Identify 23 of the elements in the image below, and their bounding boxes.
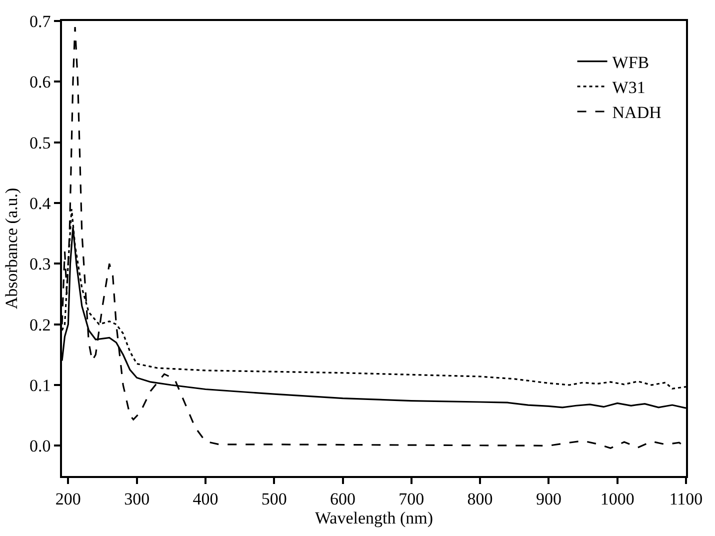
y-tick-label: 0.4 [29,194,52,213]
x-tick-label: 500 [261,489,287,508]
legend-label: WFB [612,52,650,72]
y-tick-label: 0.1 [29,376,51,395]
x-tick-label: 200 [55,489,81,508]
x-tick-label: 900 [536,489,562,508]
y-tick-label: 0.7 [29,12,52,31]
x-tick-label: 600 [330,489,356,508]
x-tick-label: 700 [398,489,424,508]
y-tick-label: 0.0 [29,436,51,456]
x-axis-title: Wavelength (nm) [314,508,434,528]
y-tick-label: 0.5 [29,133,51,152]
x-tick-label: 400 [192,489,218,508]
x-tick-label: 800 [467,489,493,508]
y-axis-title: Absorbance (a.u.) [2,188,22,310]
y-tick-label: 0.2 [29,315,51,334]
x-tick-label: 1000 [600,489,634,508]
legend-label: NADH [612,103,662,122]
x-tick-label: 300 [124,489,150,508]
y-tick-label: 0.3 [29,254,51,274]
y-tick-label: 0.6 [29,72,51,92]
legend-label: W31 [612,78,646,98]
x-tick-label: 1100 [669,489,703,508]
